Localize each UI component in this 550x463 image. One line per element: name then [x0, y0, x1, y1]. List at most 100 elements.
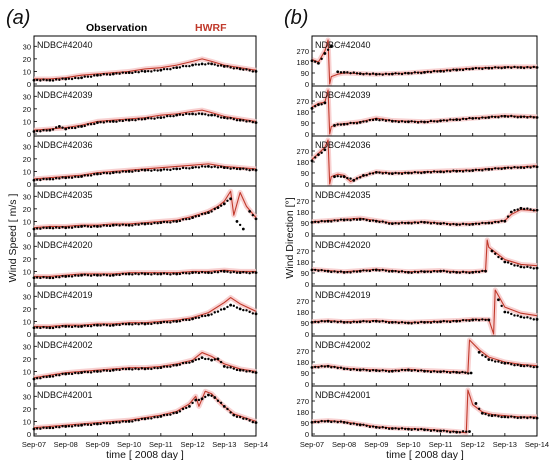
obs-point — [442, 70, 445, 73]
obs-point — [55, 177, 58, 180]
obs-point — [105, 120, 109, 123]
obs-point — [210, 313, 213, 316]
y-tick-label: 270 — [296, 97, 309, 106]
obs-point — [172, 66, 175, 70]
obs-point — [535, 116, 539, 119]
y-tick-label: 10 — [23, 317, 31, 326]
obs-point — [118, 72, 121, 75]
obs-point — [222, 307, 226, 311]
obs-point — [442, 222, 445, 225]
obs-point — [429, 429, 433, 432]
obs-point — [529, 115, 532, 118]
obs-point — [156, 69, 159, 72]
obs-point — [80, 175, 83, 178]
obs-point — [413, 71, 417, 74]
obs-point — [480, 411, 484, 415]
obs-point — [204, 113, 207, 116]
obs-point — [519, 265, 523, 269]
obs-point — [219, 204, 223, 207]
model-line — [34, 296, 257, 328]
subplot-frame — [311, 185, 538, 237]
obs-point — [191, 112, 194, 116]
obs-point — [140, 367, 144, 370]
obs-point — [342, 175, 346, 179]
x-tick-label: Sep-10 — [117, 440, 141, 449]
obs-point — [213, 270, 216, 274]
obs-point — [108, 172, 112, 175]
obs-point — [51, 426, 55, 430]
y-tick-label: 20 — [23, 405, 31, 414]
obs-point — [445, 270, 449, 273]
model-line — [34, 58, 257, 80]
obs-point — [222, 65, 226, 68]
obs-point — [378, 426, 381, 429]
obs-point — [77, 372, 80, 375]
obs-point — [397, 120, 400, 124]
obs-point — [35, 377, 39, 380]
obs-point — [169, 67, 172, 71]
obs-point — [194, 271, 197, 274]
obs-point — [181, 361, 185, 365]
obs-point — [105, 324, 109, 327]
obs-point — [146, 222, 150, 225]
obs-point — [58, 374, 61, 377]
obs-point — [474, 168, 478, 171]
obs-point — [429, 171, 433, 174]
obs-point — [314, 105, 317, 108]
obs-point — [522, 416, 526, 419]
obs-point — [339, 366, 343, 369]
obs-point — [461, 318, 465, 322]
y-tick-label: 10 — [23, 417, 31, 426]
obs-point — [404, 171, 407, 175]
obs-point — [346, 367, 349, 371]
obs-point — [516, 264, 519, 267]
obs-point — [137, 323, 140, 326]
obs-point — [474, 318, 478, 321]
obs-point — [394, 321, 397, 324]
obs-point — [175, 272, 179, 276]
obs-point — [416, 221, 420, 225]
obs-point — [330, 270, 333, 274]
obs-point — [235, 167, 239, 171]
obs-point — [146, 367, 150, 370]
obs-point — [407, 368, 410, 372]
x-tick-label: Sep-09 — [85, 440, 109, 449]
obs-point — [416, 321, 420, 325]
obs-point — [222, 202, 226, 206]
obs-point — [93, 370, 96, 373]
obs-point — [118, 368, 121, 372]
obs-point — [219, 116, 223, 119]
obs-point — [178, 113, 182, 116]
obs-point — [503, 219, 507, 223]
obs-point — [242, 167, 245, 170]
obs-point — [188, 167, 191, 170]
station-label: NDBC#42002 — [315, 340, 371, 350]
obs-point — [336, 219, 339, 222]
obs-point — [310, 59, 314, 63]
obs-point — [532, 209, 535, 212]
obs-point — [407, 120, 410, 124]
obs-point — [74, 324, 77, 328]
obs-point — [368, 425, 372, 429]
obs-point — [352, 218, 355, 221]
station-label: NDBC#42002 — [37, 340, 93, 350]
obs-point — [384, 320, 388, 324]
obs-point — [48, 276, 52, 280]
obs-point — [339, 123, 343, 126]
obs-point — [131, 420, 134, 423]
obs-point — [35, 276, 39, 279]
obs-point — [89, 371, 93, 374]
obs-point — [310, 159, 314, 163]
obs-point — [146, 272, 150, 276]
obs-point — [477, 407, 481, 411]
obs-point — [522, 207, 526, 211]
obs-point — [83, 273, 86, 276]
obs-point — [471, 270, 475, 274]
obs-point — [124, 118, 128, 122]
obs-point — [346, 321, 349, 324]
obs-point — [432, 69, 436, 73]
obs-point — [477, 350, 481, 354]
obs-point — [242, 308, 245, 312]
obs-point — [42, 375, 45, 379]
obs-point — [329, 44, 333, 48]
